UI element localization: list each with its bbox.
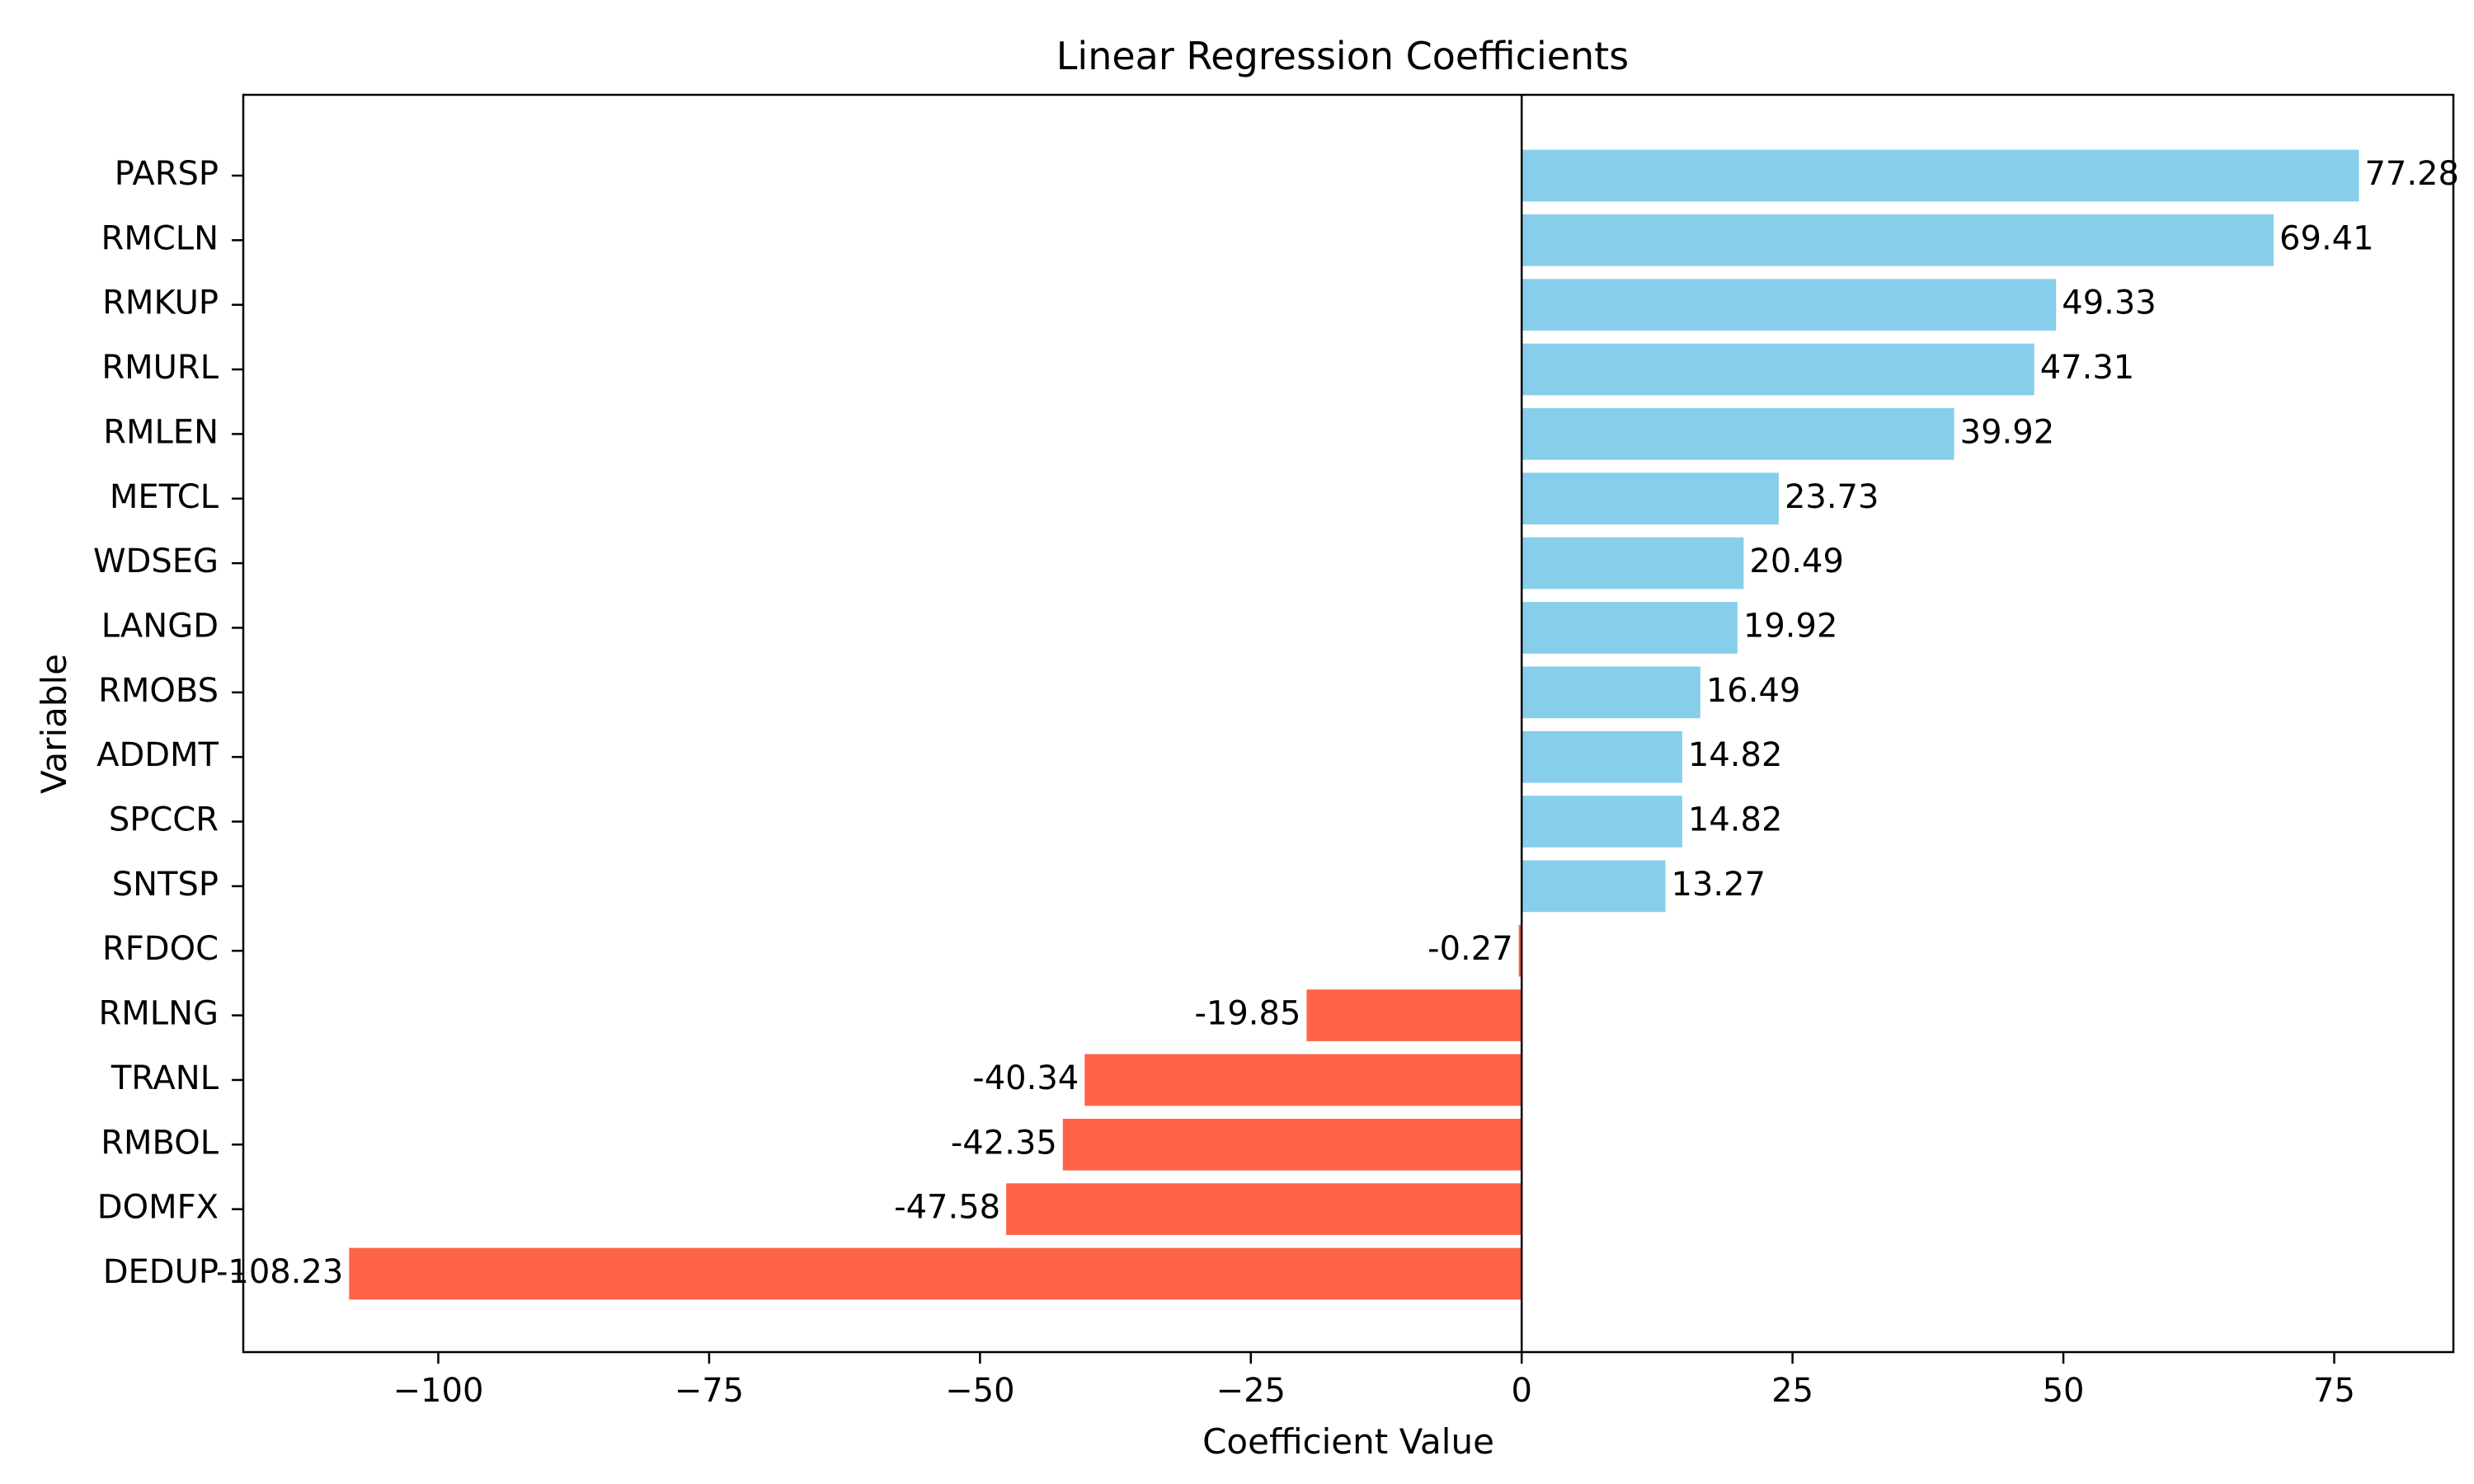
x-tick-label: −50 bbox=[945, 1372, 1014, 1410]
y-tick-label-spccr: SPCCR bbox=[109, 801, 219, 839]
x-tick-label: 0 bbox=[1511, 1372, 1531, 1410]
y-tick-label-rmobs: RMOBS bbox=[98, 672, 219, 710]
bar-rmkup bbox=[1522, 279, 2057, 331]
bar-dedup bbox=[349, 1247, 1522, 1300]
bar-addmt bbox=[1522, 730, 1682, 783]
y-tick-label-rmlen: RMLEN bbox=[103, 413, 219, 451]
value-label-dedup: -108.23 bbox=[216, 1253, 343, 1291]
y-tick-label-dedup: DEDUP bbox=[103, 1253, 219, 1291]
y-tick-label-rmlng: RMLNG bbox=[98, 995, 219, 1033]
y-tick-label-sntsp: SNTSP bbox=[112, 866, 219, 904]
value-label-rfdoc: -0.27 bbox=[1427, 930, 1513, 968]
value-label-rmlng: -19.85 bbox=[1194, 995, 1300, 1033]
x-tick-label: −100 bbox=[393, 1372, 484, 1410]
value-label-addmt: 14.82 bbox=[1688, 736, 1783, 774]
x-tick-label: 25 bbox=[1771, 1372, 1813, 1410]
bar-rmbol bbox=[1062, 1118, 1522, 1171]
bar-rmurl bbox=[1522, 343, 2034, 396]
value-label-wdseg: 20.49 bbox=[1749, 542, 1844, 580]
bar-rmcln bbox=[1522, 214, 2274, 266]
y-tick-label-parsp: PARSP bbox=[115, 155, 219, 193]
bar-domfx bbox=[1006, 1183, 1522, 1235]
value-label-rmlen: 39.92 bbox=[1960, 413, 2055, 451]
y-tick-label-rmkup: RMKUP bbox=[102, 284, 219, 322]
bar-parsp bbox=[1522, 149, 2359, 202]
bar-langd bbox=[1522, 602, 1738, 654]
x-tick-label: −25 bbox=[1216, 1372, 1286, 1410]
x-axis: −100 −75 −50 −25 0 25 50 75 bbox=[393, 1352, 2355, 1410]
bar-tranl bbox=[1084, 1054, 1522, 1106]
value-label-rmkup: 49.33 bbox=[2062, 284, 2157, 322]
y-tick-label-metcl: METCL bbox=[110, 478, 219, 516]
value-label-rmbol: -42.35 bbox=[951, 1124, 1057, 1162]
bar-rfdoc bbox=[1518, 924, 1522, 977]
chart-title: Linear Regression Coefficients bbox=[1056, 34, 1629, 78]
value-labels-group: 77.28 69.41 49.33 47.31 39.92 23.73 20.49 19.92… bbox=[216, 155, 2459, 1291]
value-label-langd: 19.92 bbox=[1743, 607, 1838, 645]
bar-rmlen bbox=[1522, 408, 1954, 460]
x-tick-label: −75 bbox=[675, 1372, 744, 1410]
plot-border bbox=[242, 93, 2455, 1354]
y-tick-label-domfx: DOMFX bbox=[97, 1189, 219, 1227]
bar-rmobs bbox=[1522, 666, 1700, 719]
x-tick-label: 75 bbox=[2313, 1372, 2355, 1410]
y-tick-label-langd: LANGD bbox=[101, 607, 219, 645]
value-label-rmobs: 16.49 bbox=[1706, 672, 1801, 710]
bar-metcl bbox=[1522, 472, 1779, 525]
y-tick-label-rmbol: RMBOL bbox=[101, 1124, 219, 1162]
y-tick-label-rmurl: RMURL bbox=[101, 349, 219, 387]
value-label-rmurl: 47.31 bbox=[2040, 349, 2135, 387]
y-axis: PARSP RMCLN RMKUP RMURL RMLEN METCL WDSEG LANGD… bbox=[93, 155, 243, 1291]
y-tick-label-tranl: TRANL bbox=[111, 1059, 219, 1097]
y-axis-label: Variable bbox=[34, 654, 74, 794]
y-tick-label-rmcln: RMCLN bbox=[101, 219, 219, 257]
value-label-spccr: 14.82 bbox=[1688, 801, 1783, 839]
y-tick-label-wdseg: WDSEG bbox=[93, 542, 219, 580]
value-label-rmcln: 69.41 bbox=[2279, 219, 2374, 257]
bar-wdseg bbox=[1522, 537, 1744, 589]
bar-sntsp bbox=[1522, 860, 1666, 913]
x-axis-label: Coefficient Value bbox=[1202, 1421, 1494, 1462]
bars-group bbox=[349, 149, 2359, 1300]
x-tick-label: 50 bbox=[2043, 1372, 2085, 1410]
value-label-metcl: 23.73 bbox=[1785, 478, 1879, 516]
value-label-domfx: -47.58 bbox=[894, 1189, 1000, 1227]
value-label-parsp: 77.28 bbox=[2364, 155, 2459, 193]
y-tick-label-rfdoc: RFDOC bbox=[102, 930, 219, 968]
y-tick-label-addmt: ADDMT bbox=[96, 736, 219, 774]
plot-area: 77.28 69.41 49.33 47.31 39.92 23.73 20.49 19.92… bbox=[216, 93, 2459, 1354]
value-label-sntsp: 13.27 bbox=[1672, 866, 1766, 904]
bar-spccr bbox=[1522, 796, 1682, 848]
bar-rmlng bbox=[1306, 989, 1522, 1041]
value-label-tranl: -40.34 bbox=[972, 1059, 1079, 1097]
